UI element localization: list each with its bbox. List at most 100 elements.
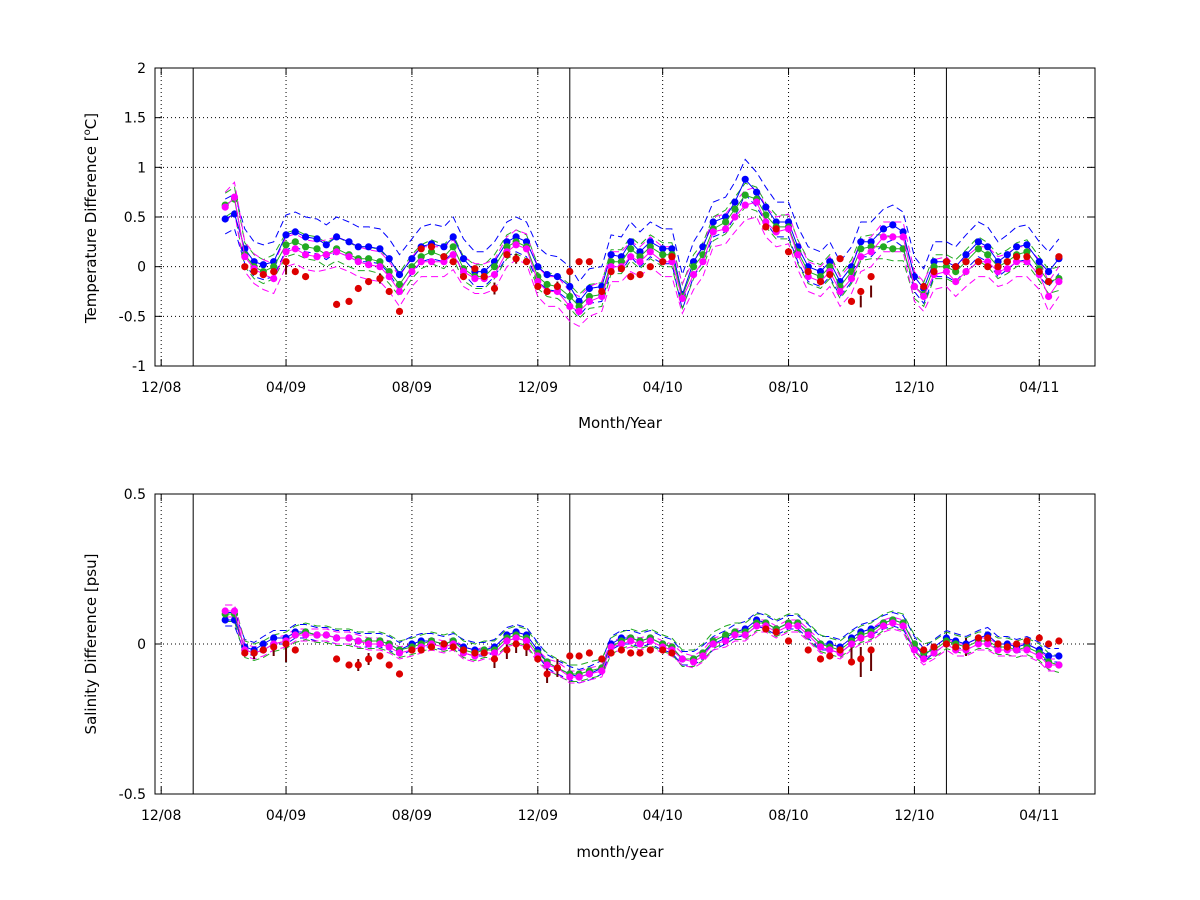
salinity-red-point [920,646,928,654]
temperature-magenta-point [857,253,865,261]
salinity-magenta-point [847,640,856,648]
temperature-blue-envelope-lower [224,193,1060,318]
salinity-magenta-point [345,634,353,642]
salinity-magenta-point [920,655,928,663]
temperature-blue-point [440,243,448,251]
temperature-magenta-point [408,267,416,276]
salinity-magenta-point [322,631,330,639]
salinity-red-point [395,670,404,678]
temperature-red-point [553,282,562,291]
temperature-blue-point [962,251,970,259]
salinity-red-point [282,640,290,648]
salinity-red-point [962,643,970,651]
temperature-magenta-point [313,253,321,261]
salinity-blue-point [259,640,267,648]
salinity-red-point [364,655,373,663]
temperature-red-point [1035,267,1043,276]
temperature-y-tick-label: 1.5 [124,111,146,127]
salinity-red-point [417,646,425,654]
temperature-blue-point [459,255,468,263]
temperature-green-point [395,280,404,289]
salinity-blue-point [1045,652,1053,660]
temperature-y-tick-label: 2 [137,61,146,77]
salinity-magenta-point [598,667,606,675]
temperature-magenta-point [575,307,583,315]
temperature-magenta-point [952,277,960,286]
salinity-red-point [836,646,844,654]
salinity-x-tick-label: 04/10 [642,808,682,824]
salinity-magenta-point [291,631,299,639]
salinity-magenta-point [617,640,626,648]
temperature-magenta-point [942,267,951,276]
temperature-red-point [301,272,310,281]
temperature-green-point [659,251,667,259]
salinity-x-axis-label: month/year [576,843,664,861]
temperature-blue-point [322,241,330,249]
temperature-red-point [440,253,448,261]
temperature-magenta-point [376,263,384,271]
temperature-blue-point [607,251,615,259]
temperature-red-point [332,300,341,308]
salinity-red-point [585,649,594,657]
temperature-red-point [490,284,499,293]
temperature-red-point [617,265,626,273]
temperature-blue-point [534,263,542,271]
temperature-magenta-point [1055,277,1063,286]
salinity-red-point [867,646,875,654]
temperature-blue-point [879,225,888,233]
salinity-magenta-point [364,640,373,648]
salinity-red-point [427,643,436,651]
salinity-red-point [553,664,562,672]
salinity-y-tick-label: 0 [137,637,146,653]
salinity-magenta-point [575,673,583,681]
salinity-red-point [480,649,488,657]
salinity-red-point [617,646,626,654]
salinity-magenta-point [395,649,404,657]
salinity-x-tick-label: 04/11 [1019,808,1059,824]
salinity-red-point [354,661,362,669]
salinity-red-point [1023,637,1031,645]
temperature-blue-point [752,188,761,196]
temperature-blue-point [259,261,267,269]
temperature-x-tick-label: 04/10 [642,380,682,396]
salinity-magenta-point [910,646,919,654]
salinity-y-axis-label: Salinity Difference [psu] [82,554,100,735]
temperature-red-point [364,277,373,286]
salinity-magenta-point [585,670,594,678]
salinity-green-envelope-upper [225,604,1060,666]
salinity-red-point [408,646,416,654]
temperature-blue-point [449,233,457,241]
temperature-blue-point [889,221,897,229]
temperature-magenta-point [752,198,761,206]
temperature-magenta-point [910,282,919,291]
temperature-red-point [250,267,258,276]
salinity-red-point [1055,637,1063,645]
temperature-blue-point [984,243,992,251]
salinity-magenta-point [607,643,615,651]
salinity-y-tick-label: 0.5 [124,487,146,503]
salinity-panel: -0.5 0 0.5 12/08 04/09 08/09 12/09 04/10 08/10 12… [82,487,1096,861]
temperature-blue-point [659,245,667,253]
salinity-plot-area: -0.5 0 0.5 12/08 04/09 08/09 12/09 04/10 08/10 12… [119,487,1096,824]
salinity-red-point [503,646,511,654]
temperature-blue-point [345,238,353,246]
salinity-red-point [575,652,583,660]
temperature-blue-point [731,198,739,206]
salinity-red-point [241,649,249,657]
temperature-blue-point [282,231,290,239]
temperature-panel: -1 -0.5 0 0.5 1 1.5 2 12/08 04/09 08/09 12/09 04/10… [82,61,1096,432]
temperature-red-point [930,267,938,276]
salinity-x-tick-label: 08/09 [392,808,432,824]
temperature-magenta-point [364,261,373,269]
temperature-red-point [471,265,479,273]
temperature-magenta-point [301,251,310,259]
temperature-magenta-point [836,287,844,296]
temperature-magenta-point [847,274,856,283]
salinity-red-point [930,643,938,651]
temperature-magenta-point [322,251,330,259]
temperature-green-point [566,292,574,301]
salinity-red-point [762,625,770,633]
temperature-red-point [354,284,362,293]
temperature-magenta-point [241,253,249,261]
